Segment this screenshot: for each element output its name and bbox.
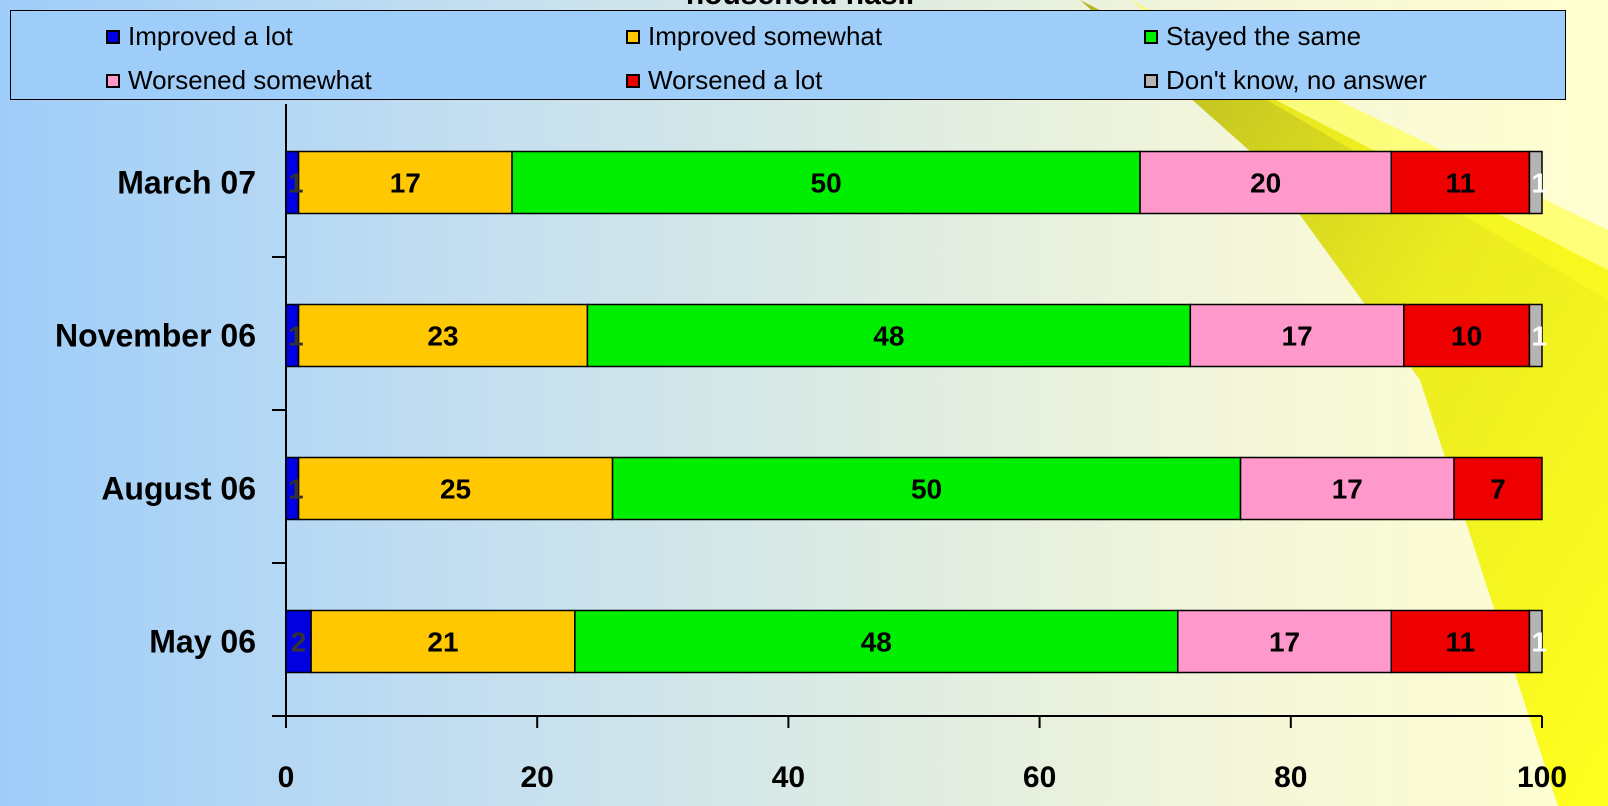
data-label: 17 xyxy=(1269,627,1300,658)
bar-segment xyxy=(1390,609,1531,674)
x-tick-label: 40 xyxy=(772,761,805,794)
category-label: August 06 xyxy=(101,471,256,507)
legend-swatch xyxy=(626,73,640,88)
bar-segment xyxy=(1528,303,1543,368)
bar-segment xyxy=(611,456,1242,521)
data-label: 1 xyxy=(288,474,304,505)
bar-segment xyxy=(285,609,312,674)
legend-swatch xyxy=(106,29,120,44)
category-label: May 06 xyxy=(149,624,256,660)
data-label: 17 xyxy=(1282,321,1313,352)
bar-segment xyxy=(1403,303,1531,368)
data-label: 17 xyxy=(390,168,421,199)
category-label: March 07 xyxy=(117,165,256,201)
bar-segment xyxy=(1528,150,1543,215)
data-label: 10 xyxy=(1451,321,1482,352)
legend: Improved a lot Improved somewhat Stayed th… xyxy=(10,10,1566,100)
data-label: 48 xyxy=(861,627,892,658)
x-tick-label: 80 xyxy=(1274,761,1307,794)
legend-label: Improved somewhat xyxy=(648,21,883,51)
legend-item: Stayed the same xyxy=(1144,21,1361,52)
data-label: 1 xyxy=(1531,627,1547,658)
bar-segment xyxy=(1139,150,1393,215)
data-label: 1 xyxy=(288,168,304,199)
x-tick-label: 0 xyxy=(278,761,295,794)
data-label: 23 xyxy=(427,321,458,352)
data-label: 2 xyxy=(291,627,307,658)
chart-title: household has.. xyxy=(0,0,1600,12)
bar-segment xyxy=(1528,609,1543,674)
data-label: 11 xyxy=(1446,168,1476,199)
data-label: 1 xyxy=(288,321,304,352)
background-decoration xyxy=(1080,0,1608,806)
bar-segment xyxy=(1177,609,1393,674)
data-label: 20 xyxy=(1250,168,1281,199)
legend-label: Worsened a lot xyxy=(648,65,823,95)
data-label: 17 xyxy=(1332,474,1363,505)
legend-item: Improved a lot xyxy=(106,21,293,52)
bar-segment xyxy=(297,456,614,521)
bar-segment xyxy=(297,150,513,215)
legend-label: Worsened somewhat xyxy=(128,65,372,95)
legend-label: Don't know, no answer xyxy=(1166,65,1427,95)
data-label: 1 xyxy=(1531,321,1547,352)
category-label: November 06 xyxy=(55,318,256,354)
bar-segment xyxy=(586,303,1192,368)
x-tick-label: 20 xyxy=(521,761,554,794)
bar-segment xyxy=(1189,303,1405,368)
data-label: 1 xyxy=(1531,168,1547,199)
legend-swatch xyxy=(1144,29,1158,44)
data-label: 50 xyxy=(811,168,842,199)
legend-item: Don't know, no answer xyxy=(1144,65,1427,96)
legend-item: Worsened somewhat xyxy=(106,65,372,96)
legend-swatch xyxy=(106,73,120,88)
data-label: 7 xyxy=(1490,474,1506,505)
bar-segment xyxy=(1239,456,1455,521)
data-label: 21 xyxy=(427,627,458,658)
legend-swatch xyxy=(626,29,640,44)
legend-item: Worsened a lot xyxy=(626,65,822,96)
x-tick-label: 100 xyxy=(1517,761,1567,794)
bar-segment xyxy=(574,609,1179,674)
bar-segment xyxy=(1453,456,1543,521)
bar-segment xyxy=(297,303,589,368)
data-label: 11 xyxy=(1446,627,1476,658)
data-label: 48 xyxy=(873,321,904,352)
legend-label: Improved a lot xyxy=(128,21,293,51)
x-tick-label: 60 xyxy=(1023,761,1056,794)
bar-segment xyxy=(310,609,576,674)
bar-segment xyxy=(511,150,1141,215)
data-label: 50 xyxy=(911,474,942,505)
bars xyxy=(285,150,1543,674)
legend-item: Improved somewhat xyxy=(626,21,882,52)
legend-swatch xyxy=(1144,73,1158,88)
legend-label: Stayed the same xyxy=(1166,21,1362,51)
data-label: 25 xyxy=(440,474,471,505)
